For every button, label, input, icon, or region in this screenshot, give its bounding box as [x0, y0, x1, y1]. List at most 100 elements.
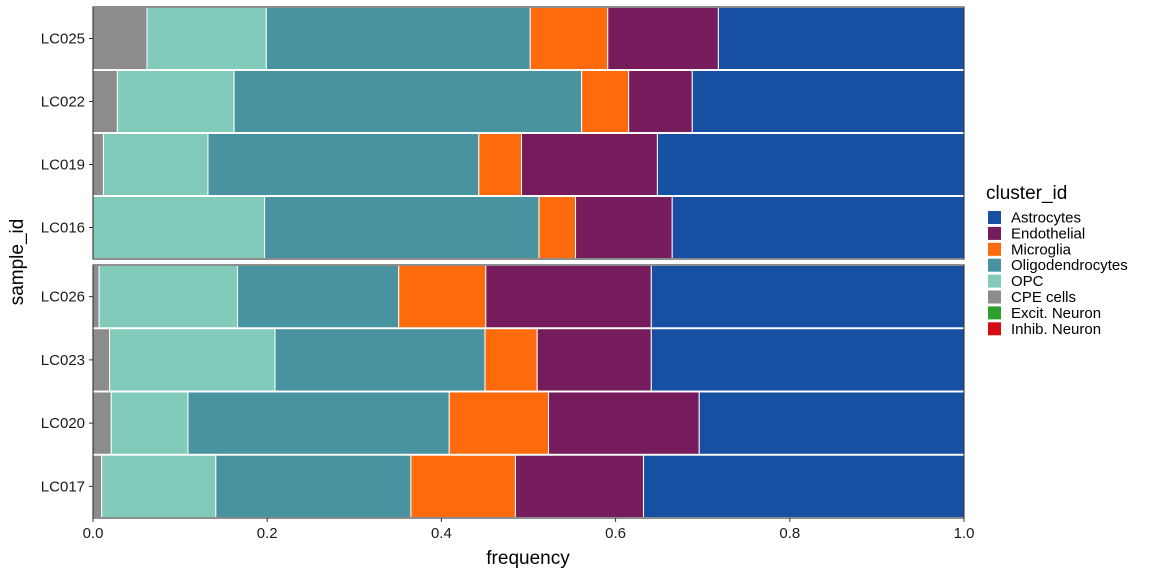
segment-lc020-microglia [448, 391, 550, 455]
panel-border [92, 6, 965, 260]
segment-lc022-astrocytes [691, 69, 965, 134]
y-tick-label-lc017: LC017 [41, 478, 85, 495]
segment-lc023-endothelial [536, 328, 652, 392]
panel-1: LC025 LC022 LC019 LC016 [41, 6, 965, 260]
legend-swatch [988, 211, 1001, 224]
segment-lc019-opc [102, 132, 209, 197]
segment-lc017-opc [101, 454, 217, 519]
segment-lc019-oligodendrocytes [207, 132, 480, 197]
segment-lc017-astrocytes [642, 454, 965, 519]
legend-item-oligodendrocytes: Oligodendrocytes [988, 257, 1128, 274]
segment-lc023-astrocytes [650, 328, 965, 392]
segment-lc016-microglia [538, 195, 577, 260]
y-tick-label-lc019: LC019 [41, 157, 85, 174]
segment-lc023-oligodendrocytes [274, 328, 486, 392]
legend-title: cluster_id [986, 183, 1067, 204]
x-tick-label: 0.2 [257, 525, 278, 542]
segment-lc022-endothelial [628, 69, 693, 134]
y-axis-title: sample_id [7, 219, 28, 306]
segment-lc025-opc [146, 6, 267, 71]
panel-2: LC026 LC023 LC020 LC017 [41, 264, 965, 519]
panels: LC025 LC022 LC019 LC016 LC026 LC023 LC020 LC017 [41, 6, 965, 519]
segment-lc022-microglia [581, 69, 630, 134]
segment-lc016-oligodendrocytes [264, 195, 540, 260]
segment-lc026-microglia [398, 264, 487, 329]
legend-label: Excit. Neuron [1011, 305, 1101, 322]
legend-item-astrocytes: Astrocytes [988, 210, 1081, 227]
segment-lc019-cpe-cells [92, 132, 104, 197]
legend-label: Astrocytes [1011, 210, 1081, 227]
segment-lc019-endothelial [521, 132, 658, 197]
bar-lc022 [92, 69, 965, 134]
legend-swatch [988, 290, 1001, 304]
y-tick-label-lc022: LC022 [41, 94, 85, 111]
x-axis-title: frequency [486, 548, 570, 569]
segment-lc025-oligodendrocytes [265, 6, 531, 71]
legend-label: Microglia [1011, 241, 1072, 258]
legend-label: OPC [1011, 273, 1044, 290]
bar-lc016 [92, 195, 965, 260]
x-tick-label: 0.6 [605, 525, 626, 542]
legend-swatch [988, 258, 1001, 272]
segment-lc026-opc [98, 264, 239, 329]
segment-lc026-cpe-cells [92, 264, 100, 329]
segment-lc022-opc [116, 69, 235, 134]
segment-lc019-microglia [478, 132, 523, 197]
y-tick-label-lc016: LC016 [41, 220, 85, 237]
legend-item-inhib-neuron: Inhib. Neuron [988, 321, 1101, 338]
legend-swatch [988, 306, 1001, 320]
bar-lc019 [92, 132, 965, 197]
segment-lc026-endothelial [485, 264, 652, 329]
x-tick-label: 1.0 [954, 525, 975, 542]
segment-lc022-oligodendrocytes [233, 69, 583, 134]
segment-lc025-astrocytes [717, 6, 965, 71]
bar-lc017 [92, 454, 965, 519]
legend-item-cpe-cells: CPE cells [988, 289, 1076, 306]
x-tick-label: 0.0 [83, 525, 104, 542]
segment-lc020-endothelial [548, 391, 700, 455]
segment-lc023-microglia [484, 328, 538, 392]
segment-lc020-cpe-cells [92, 391, 112, 455]
segment-lc020-opc [110, 391, 189, 455]
segment-lc023-opc [109, 328, 276, 392]
bar-lc026 [92, 264, 965, 329]
legend-label: Inhib. Neuron [1011, 321, 1101, 338]
legend-item-endothelial: Endothelial [988, 225, 1085, 242]
legend-label: Endothelial [1011, 225, 1085, 242]
segment-lc017-microglia [410, 454, 516, 519]
segment-lc020-oligodendrocytes [187, 391, 450, 455]
bar-lc025 [92, 6, 965, 71]
segment-lc025-endothelial [607, 6, 719, 71]
y-tick-label-lc026: LC026 [41, 289, 85, 306]
segment-lc025-cpe-cells [92, 6, 148, 71]
y-tick-label-lc025: LC025 [41, 31, 85, 48]
segment-lc017-cpe-cells [92, 454, 103, 519]
x-axis: 0.0 0.2 0.4 0.6 0.8 1.0 [83, 518, 975, 542]
segment-lc020-astrocytes [698, 391, 965, 455]
segment-lc017-endothelial [514, 454, 644, 519]
segment-lc026-oligodendrocytes [237, 264, 400, 329]
segment-lc023-cpe-cells [92, 328, 111, 392]
segment-lc019-astrocytes [656, 132, 965, 197]
bar-lc020 [92, 391, 965, 455]
legend-item-excit-neuron: Excit. Neuron [988, 305, 1101, 322]
segment-lc026-astrocytes [650, 264, 965, 329]
legend-label: CPE cells [1011, 289, 1076, 306]
panel-border [92, 264, 965, 519]
segment-lc016-endothelial [575, 195, 673, 260]
segment-lc017-oligodendrocytes [215, 454, 412, 519]
y-tick-label-lc023: LC023 [41, 352, 85, 369]
segment-lc022-cpe-cells [92, 69, 118, 134]
legend: cluster_id AstrocytesEndothelialMicroglia… [986, 183, 1128, 338]
legend-item-opc: OPC [988, 273, 1044, 290]
bar-lc023 [92, 328, 965, 392]
segment-lc025-microglia [529, 6, 609, 71]
legend-item-microglia: Microglia [988, 241, 1072, 258]
segment-lc016-opc [92, 195, 266, 260]
legend-swatch [988, 226, 1001, 240]
legend-swatch [988, 242, 1001, 256]
segment-lc016-astrocytes [671, 195, 965, 260]
y-tick-label-lc020: LC020 [41, 415, 85, 432]
legend-swatch [988, 274, 1001, 288]
